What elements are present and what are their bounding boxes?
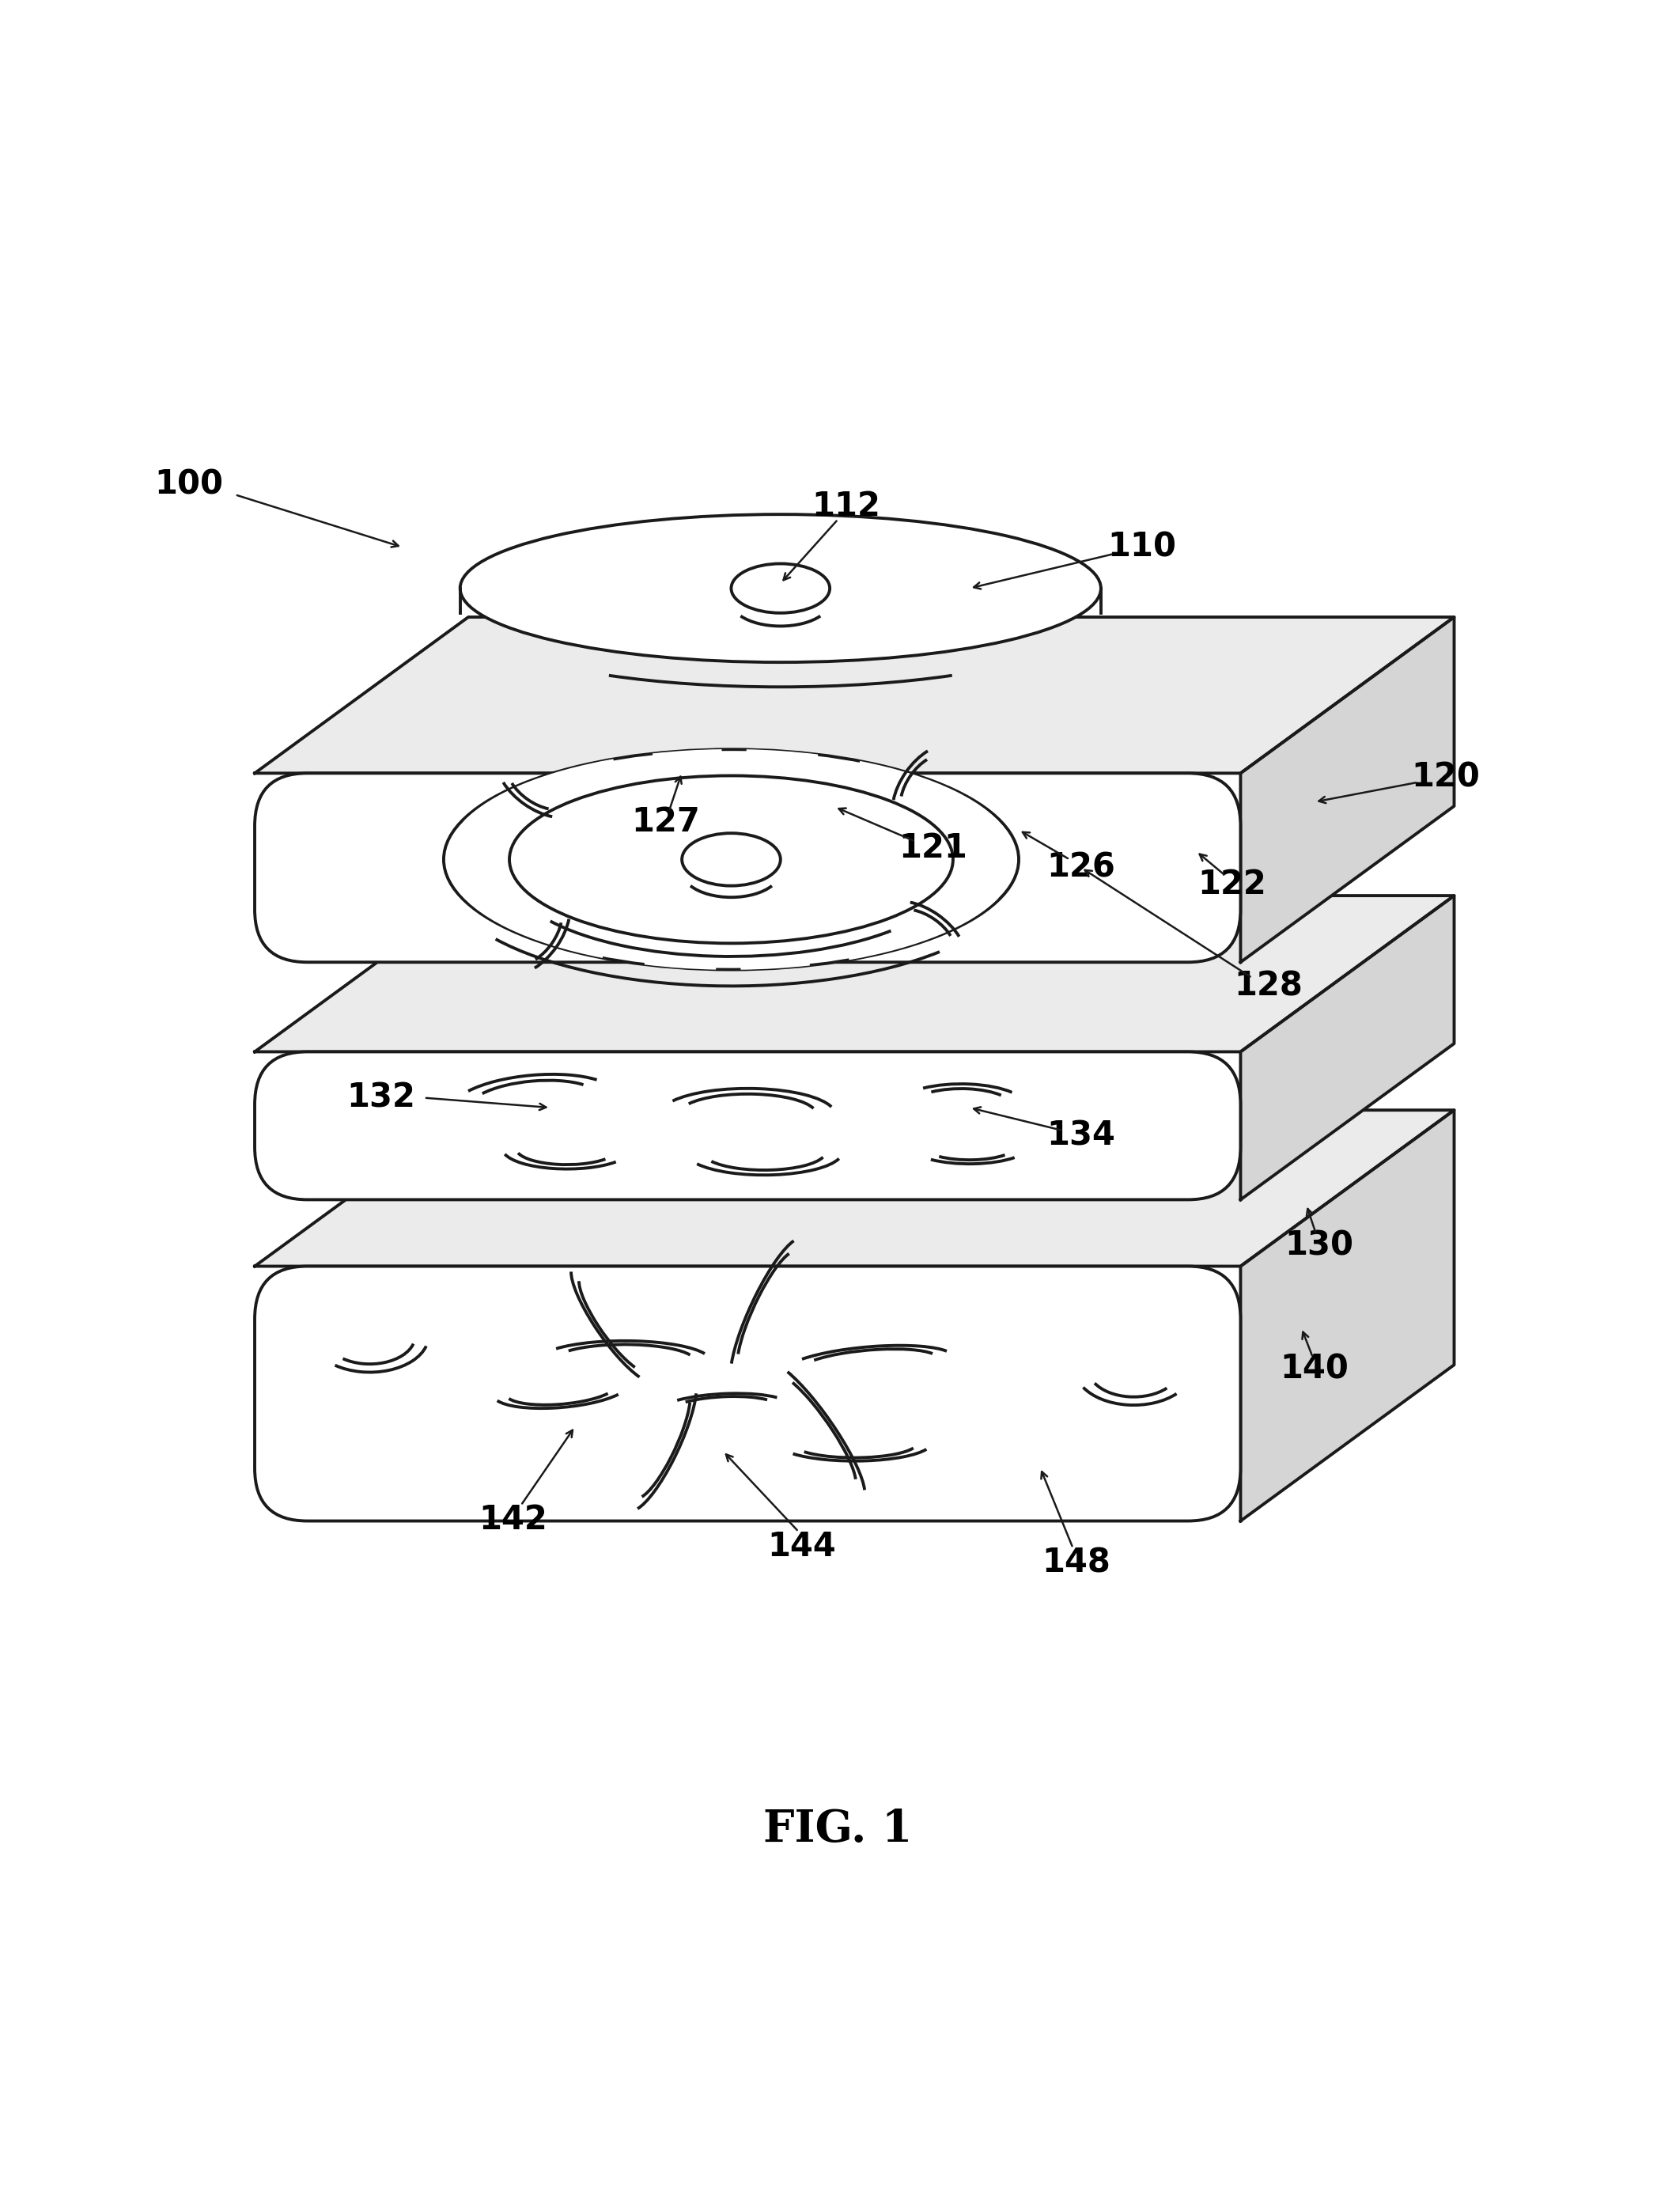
Text: 142: 142 <box>478 1504 546 1537</box>
Text: 122: 122 <box>1198 867 1267 900</box>
Polygon shape <box>255 1110 1455 1265</box>
Ellipse shape <box>682 834 781 885</box>
Text: FIG. 1: FIG. 1 <box>764 1807 912 1851</box>
Ellipse shape <box>461 515 1101 661</box>
Ellipse shape <box>510 776 954 942</box>
Text: 144: 144 <box>768 1531 836 1564</box>
FancyBboxPatch shape <box>255 774 1240 962</box>
Text: 126: 126 <box>1048 852 1116 885</box>
Ellipse shape <box>731 564 830 613</box>
Text: 121: 121 <box>898 832 967 865</box>
Polygon shape <box>1240 1110 1455 1522</box>
Text: 148: 148 <box>1042 1546 1111 1579</box>
Text: 120: 120 <box>1411 761 1480 794</box>
Text: 128: 128 <box>1234 969 1302 1002</box>
Polygon shape <box>1240 896 1455 1199</box>
Text: 140: 140 <box>1280 1352 1349 1385</box>
Text: 127: 127 <box>632 805 701 838</box>
Text: 132: 132 <box>347 1082 416 1115</box>
Polygon shape <box>1240 617 1455 962</box>
FancyBboxPatch shape <box>255 1051 1240 1199</box>
Text: 100: 100 <box>154 469 223 502</box>
Polygon shape <box>255 896 1455 1051</box>
Text: 110: 110 <box>1108 531 1177 564</box>
FancyBboxPatch shape <box>255 1265 1240 1522</box>
Text: 130: 130 <box>1285 1230 1354 1263</box>
Polygon shape <box>255 617 1455 774</box>
Text: 134: 134 <box>1048 1119 1116 1152</box>
Ellipse shape <box>444 750 1019 969</box>
Text: 112: 112 <box>811 489 880 522</box>
